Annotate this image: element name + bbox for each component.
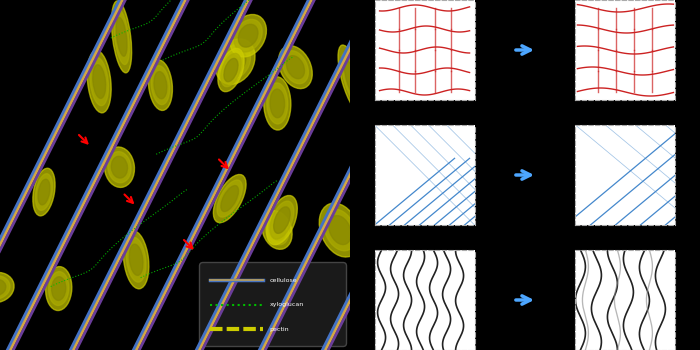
Ellipse shape bbox=[377, 125, 398, 148]
Ellipse shape bbox=[451, 208, 478, 259]
FancyBboxPatch shape bbox=[199, 262, 346, 346]
Ellipse shape bbox=[447, 200, 482, 267]
Ellipse shape bbox=[126, 237, 146, 282]
Ellipse shape bbox=[218, 48, 244, 92]
Ellipse shape bbox=[282, 51, 309, 84]
Text: C: C bbox=[367, 235, 374, 245]
Ellipse shape bbox=[270, 201, 294, 239]
Ellipse shape bbox=[269, 220, 285, 240]
Ellipse shape bbox=[52, 277, 66, 300]
Ellipse shape bbox=[221, 54, 241, 87]
Ellipse shape bbox=[382, 250, 396, 266]
Ellipse shape bbox=[267, 83, 288, 124]
Ellipse shape bbox=[230, 14, 267, 57]
Ellipse shape bbox=[36, 174, 52, 210]
Ellipse shape bbox=[46, 267, 72, 310]
Ellipse shape bbox=[398, 46, 437, 105]
Ellipse shape bbox=[262, 211, 292, 249]
Ellipse shape bbox=[38, 179, 50, 205]
Ellipse shape bbox=[338, 45, 366, 114]
Ellipse shape bbox=[293, 301, 308, 318]
Ellipse shape bbox=[407, 60, 428, 91]
Ellipse shape bbox=[379, 247, 399, 269]
Ellipse shape bbox=[151, 66, 169, 105]
Ellipse shape bbox=[221, 186, 239, 211]
Ellipse shape bbox=[379, 128, 394, 144]
Ellipse shape bbox=[111, 1, 132, 73]
Text: xyloglucan: xyloglucan bbox=[270, 302, 304, 307]
Ellipse shape bbox=[324, 209, 356, 251]
Ellipse shape bbox=[394, 187, 430, 237]
Ellipse shape bbox=[111, 156, 127, 178]
Ellipse shape bbox=[400, 194, 424, 229]
Ellipse shape bbox=[286, 293, 315, 325]
Ellipse shape bbox=[33, 168, 55, 216]
Text: C': C' bbox=[568, 235, 579, 245]
Ellipse shape bbox=[0, 272, 14, 303]
Ellipse shape bbox=[264, 77, 291, 130]
Ellipse shape bbox=[413, 317, 424, 332]
Ellipse shape bbox=[148, 60, 172, 111]
Ellipse shape bbox=[373, 121, 400, 151]
Ellipse shape bbox=[469, 193, 490, 214]
Ellipse shape bbox=[389, 180, 435, 244]
Ellipse shape bbox=[217, 180, 242, 217]
Ellipse shape bbox=[342, 53, 363, 106]
Ellipse shape bbox=[114, 9, 130, 64]
Ellipse shape bbox=[234, 19, 262, 52]
Ellipse shape bbox=[214, 175, 246, 223]
Text: cellulose: cellulose bbox=[270, 278, 297, 282]
Text: B: B bbox=[367, 110, 375, 120]
Text: pectin: pectin bbox=[270, 327, 289, 331]
Ellipse shape bbox=[411, 314, 427, 336]
Ellipse shape bbox=[238, 24, 258, 47]
Ellipse shape bbox=[93, 65, 106, 98]
Ellipse shape bbox=[0, 276, 10, 299]
Ellipse shape bbox=[402, 53, 433, 98]
Ellipse shape bbox=[267, 196, 298, 245]
Ellipse shape bbox=[220, 44, 251, 79]
Ellipse shape bbox=[465, 189, 494, 218]
Ellipse shape bbox=[225, 49, 246, 74]
Ellipse shape bbox=[130, 244, 143, 275]
Ellipse shape bbox=[116, 18, 127, 56]
Ellipse shape bbox=[104, 147, 134, 187]
Ellipse shape bbox=[48, 272, 69, 306]
Ellipse shape bbox=[289, 297, 312, 322]
Ellipse shape bbox=[286, 56, 304, 79]
Ellipse shape bbox=[0, 279, 6, 296]
Ellipse shape bbox=[279, 46, 312, 89]
Ellipse shape bbox=[274, 207, 290, 233]
Ellipse shape bbox=[376, 244, 402, 273]
Ellipse shape bbox=[454, 216, 474, 251]
Ellipse shape bbox=[270, 89, 285, 118]
Ellipse shape bbox=[408, 310, 429, 339]
Ellipse shape bbox=[154, 71, 167, 99]
Ellipse shape bbox=[216, 39, 255, 84]
Ellipse shape bbox=[329, 216, 351, 245]
Ellipse shape bbox=[319, 203, 360, 257]
Ellipse shape bbox=[108, 152, 131, 183]
Text: B': B' bbox=[568, 110, 579, 120]
Ellipse shape bbox=[123, 231, 149, 289]
Ellipse shape bbox=[265, 215, 288, 245]
Ellipse shape bbox=[90, 57, 108, 106]
Ellipse shape bbox=[224, 58, 238, 82]
Ellipse shape bbox=[344, 61, 360, 99]
Ellipse shape bbox=[460, 184, 498, 222]
Ellipse shape bbox=[88, 50, 111, 113]
